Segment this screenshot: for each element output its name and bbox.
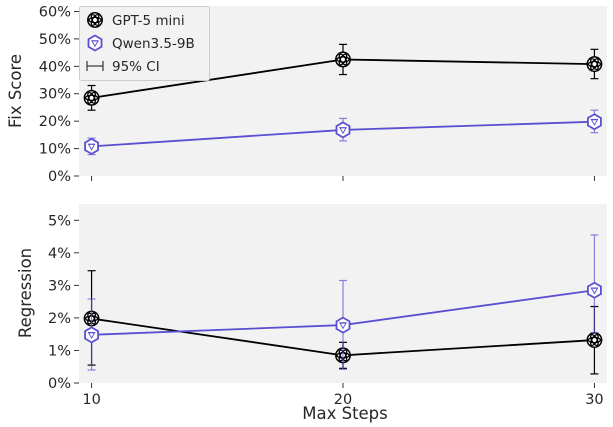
legend-item-ci: 95% CI [86, 59, 160, 75]
bottom-y-tick-label: 5% [48, 213, 71, 229]
legend-item-qwen: Qwen3.5-9B [87, 34, 195, 52]
x-tick-label: 10 [82, 392, 100, 408]
top-y-tick-label: 30% [39, 87, 71, 103]
legend-label-ci: 95% CI [112, 59, 160, 75]
bottom-y-tick-label: 3% [48, 278, 71, 294]
openai-logo-icon [586, 56, 603, 73]
top-y-axis: 0% 10% 20% 30% 40% 50% 60% [39, 4, 79, 185]
bottom-y-tick-label: 4% [48, 246, 71, 262]
bottom-y-tick-label: 0% [48, 376, 71, 392]
legend-label-qwen: Qwen3.5-9B [112, 36, 195, 52]
bottom-y-tick-label: 2% [48, 311, 71, 327]
top-y-tick-label: 20% [39, 114, 71, 130]
top-series-layer [83, 43, 603, 156]
openai-logo-icon [335, 51, 351, 68]
top-series-qwen [84, 109, 602, 156]
openai-logo-icon [83, 89, 100, 106]
fix-score-panel: 0% 10% 20% 30% 40% 50% 60% Fix Score GPT-5 min… [6, 4, 607, 185]
regression-panel: 0% 1% 2% 3% 4% 5% 10 20 30 Regression Max Steps [16, 204, 607, 423]
legend-item-gpt: GPT-5 mini [87, 12, 185, 29]
openai-logo-icon [87, 12, 103, 28]
top-series-gpt [83, 43, 603, 111]
legend-label-gpt: GPT-5 mini [112, 13, 185, 29]
top-y-axis-title: Fix Score [6, 54, 25, 128]
bottom-y-tick-label: 1% [48, 343, 71, 359]
top-y-tick-label: 60% [39, 4, 71, 20]
top-x-ticks [91, 176, 595, 181]
bottom-series-layer [83, 234, 603, 375]
top-y-tick-label: 50% [39, 32, 71, 48]
errorbar-icon [86, 61, 104, 71]
top-y-tick-label: 0% [48, 169, 71, 185]
bottom-y-axis: 0% 1% 2% 3% 4% 5% [48, 213, 79, 392]
legend: GPT-5 mini Qwen3.5-9B 95% CI [79, 6, 210, 81]
x-tick-label: 20 [334, 392, 352, 408]
x-tick-label: 30 [585, 392, 603, 408]
bottom-y-axis-title: Regression [16, 248, 35, 338]
top-y-tick-label: 10% [39, 142, 71, 158]
x-axis-title: Max Steps [302, 404, 388, 423]
bottom-series-qwen [84, 234, 602, 371]
legend-frame [79, 6, 210, 81]
top-y-tick-label: 40% [39, 59, 71, 75]
bottom-x-axis: 10 20 30 [82, 383, 604, 408]
openai-logo-icon [586, 332, 603, 348]
